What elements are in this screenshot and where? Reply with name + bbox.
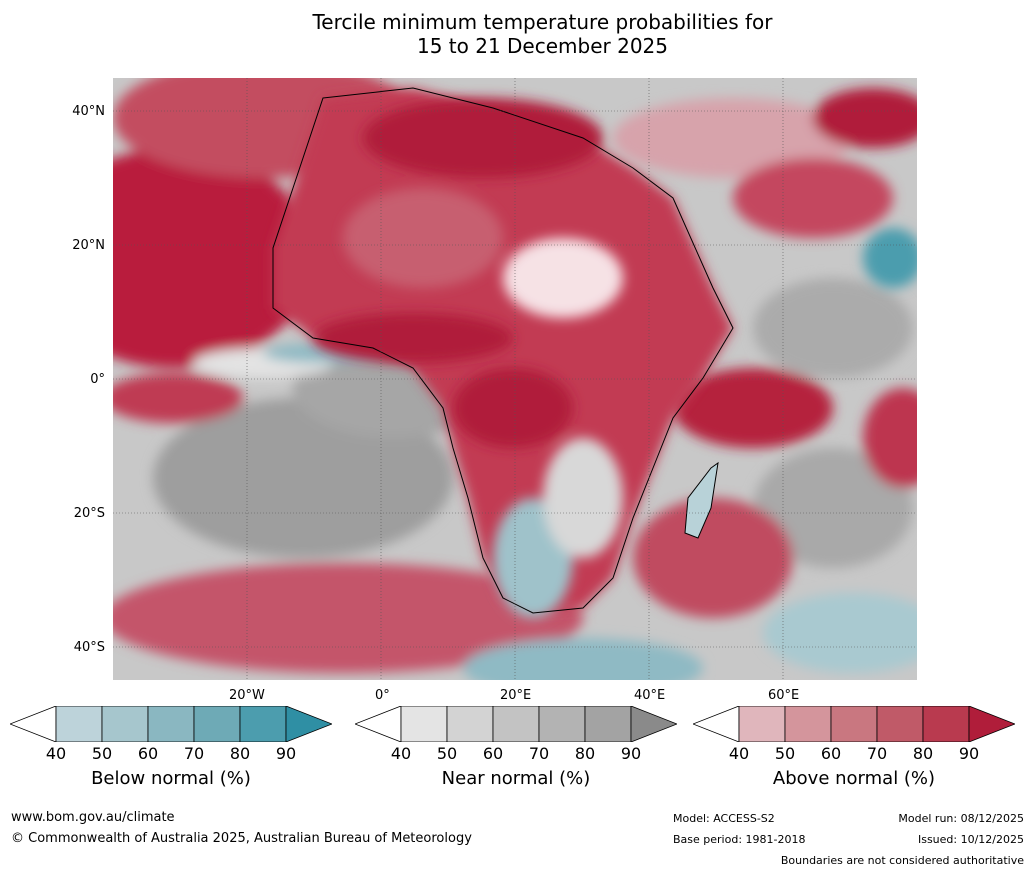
colorbar-high-triangle	[968, 706, 1015, 742]
lon-label-0: 0°	[375, 688, 390, 703]
colorbar-tick-label: 80	[574, 744, 596, 763]
colorbar-tick-label: 90	[958, 744, 980, 763]
colorbar-tick-label: 40	[728, 744, 750, 763]
base-period-text: Base period: 1981-2018	[673, 833, 806, 846]
colorbar-segment	[538, 706, 586, 742]
colorbar-segment	[738, 706, 786, 742]
colorbar-segment	[584, 706, 632, 742]
colorbar-segment	[492, 706, 540, 742]
colorbar-segment	[193, 706, 241, 742]
copyright-text: © Commonwealth of Australia 2025, Austra…	[11, 831, 472, 846]
colorbar-tick-label: 60	[137, 744, 159, 763]
colorbar-segment	[922, 706, 970, 742]
colorbar-segment	[784, 706, 832, 742]
colorbar-tick-label: 40	[390, 744, 412, 763]
disclaimer-text: Boundaries are not considered authoritat…	[780, 854, 1024, 867]
lon-label-60e: 60°E	[768, 688, 800, 703]
colorbar-tick-label: 50	[91, 744, 113, 763]
colorbar-segment	[55, 706, 103, 742]
chart-title: Tercile minimum temperature probabilitie…	[0, 10, 1035, 58]
colorbar-tick-label: 70	[866, 744, 888, 763]
colorbar-segment	[239, 706, 287, 742]
below-normal-label: Below normal (%)	[91, 768, 251, 789]
bom-url-link[interactable]: www.bom.gov.au/climate	[11, 810, 175, 825]
colorbar-segment	[400, 706, 448, 742]
lon-label-40e: 40°E	[634, 688, 666, 703]
above-normal-label: Above normal (%)	[772, 768, 936, 789]
near-normal-colorbar	[355, 706, 677, 742]
colorbar-high-triangle	[630, 706, 677, 742]
colorbar-tick-label: 70	[183, 744, 205, 763]
colorbar-tick-label: 60	[482, 744, 504, 763]
colorbar-low-triangle	[355, 706, 402, 742]
lat-label-40n: 40°N	[72, 104, 105, 119]
model-text: Model: ACCESS-S2	[673, 812, 775, 825]
colorbar-segment	[147, 706, 195, 742]
above-normal-colorbar	[693, 706, 1015, 742]
lat-label-0: 0°	[90, 372, 105, 387]
colorbar-high-triangle	[285, 706, 332, 742]
graticule	[113, 78, 917, 680]
colorbar-segment	[830, 706, 878, 742]
colorbar-low-triangle	[10, 706, 57, 742]
colorbar-tick-label: 90	[275, 744, 297, 763]
lon-label-20e: 20°E	[500, 688, 532, 703]
colorbar-tick-label: 40	[45, 744, 67, 763]
colorbar-segment	[446, 706, 494, 742]
colorbar-tick-label: 50	[774, 744, 796, 763]
issued-text: Issued: 10/12/2025	[917, 833, 1024, 846]
colorbar-tick-label: 80	[912, 744, 934, 763]
title-line-2: 15 to 21 December 2025	[416, 34, 668, 58]
colorbar-tick-label: 80	[229, 744, 251, 763]
colorbar-tick-label: 50	[436, 744, 458, 763]
colorbar-low-triangle	[693, 706, 740, 742]
title-line-1: Tercile minimum temperature probabilitie…	[312, 10, 773, 34]
lat-label-40s: 40°S	[73, 640, 105, 655]
colorbar-tick-label: 70	[528, 744, 550, 763]
lat-label-20s: 20°S	[73, 506, 105, 521]
lat-label-20n: 20°N	[72, 238, 105, 253]
probability-map[interactable]	[113, 78, 917, 680]
near-normal-label: Near normal (%)	[441, 768, 591, 789]
colorbar-segment	[101, 706, 149, 742]
colorbar-tick-label: 90	[620, 744, 642, 763]
model-run-text: Model run: 08/12/2025	[898, 812, 1024, 825]
lon-label-20w: 20°W	[229, 688, 265, 703]
below-normal-colorbar	[10, 706, 332, 742]
colorbar-segment	[876, 706, 924, 742]
colorbar-tick-label: 60	[820, 744, 842, 763]
